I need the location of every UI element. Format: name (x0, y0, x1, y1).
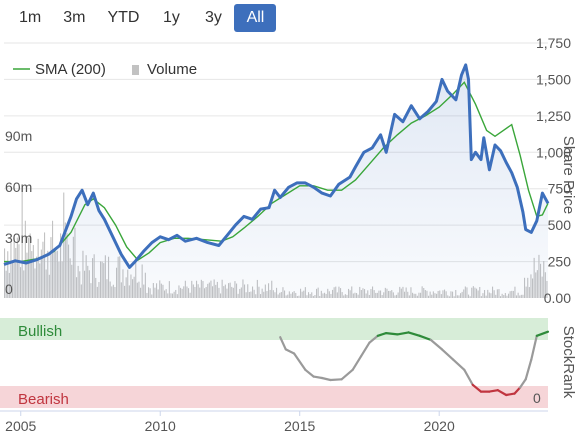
range-all-button[interactable]: All (234, 4, 277, 32)
stockrank-segment (312, 375, 324, 380)
volume-tick-label: 60m (5, 179, 32, 195)
stockrank-segment (535, 330, 550, 337)
bullish-band (0, 318, 548, 340)
stockrank-segment (284, 348, 296, 355)
stockrank-segment (360, 341, 371, 358)
stockrank-segment (304, 368, 315, 378)
stockrank-segment (463, 368, 474, 386)
legend-volume-label[interactable]: Volume (147, 61, 197, 78)
volume-tick-label: 90m (5, 128, 32, 144)
volume-bar (24, 220, 26, 298)
stockrank-segment (376, 332, 388, 337)
x-tick-label: 2005 (5, 418, 36, 434)
stockrank-zero-tick: 0 (533, 390, 541, 406)
x-tick-label: 2015 (284, 418, 315, 434)
stockrank-segment (396, 331, 410, 336)
stockrank-segment (293, 352, 307, 371)
legend-volume-swatch (132, 65, 139, 75)
stockrank-segment (471, 383, 483, 393)
stockrank-segment (452, 358, 466, 371)
stockrank-segment (351, 355, 363, 371)
stockrank-segment (524, 358, 533, 381)
range-ytd-button[interactable]: YTD (107, 9, 140, 26)
stockrank-segment (505, 392, 516, 397)
bullish-label: Bullish (18, 323, 62, 340)
stockrank-segment (385, 332, 399, 336)
range-3y-button[interactable]: 3y (205, 9, 222, 26)
stockrank-segment (429, 338, 444, 351)
stockrank-segment (518, 378, 527, 389)
price-tick-label: 1,500 (536, 71, 571, 87)
stockrank-segment (279, 336, 287, 351)
stockrank-segment (407, 331, 421, 337)
price-tick-label: 250 (548, 254, 572, 270)
stockrank-segment (440, 348, 455, 361)
price-line (3, 63, 550, 269)
price-tick-label: 1,000 (536, 144, 571, 160)
stockrank-segment (320, 376, 332, 382)
x-tick-label: 2020 (424, 418, 455, 434)
sma-line (4, 81, 549, 263)
volume-tick-label: 0 (5, 281, 13, 297)
legend: SMA (200) Volume (13, 61, 197, 78)
price-tick-label: 750 (548, 181, 572, 197)
stockrank-segment (340, 368, 354, 381)
bearish-label: Bearish (18, 391, 69, 408)
x-tick-label: 2010 (145, 418, 176, 434)
stockrank-segment (513, 386, 522, 395)
price-tick-label: 500 (548, 217, 572, 233)
price-area (4, 64, 548, 299)
stockrank-segment (329, 378, 343, 382)
legend-sma-label[interactable]: SMA (200) (35, 61, 106, 78)
stockrank-segment (368, 334, 379, 344)
volume-bar (21, 187, 23, 298)
stockrank-segment (496, 389, 508, 397)
price-tick-label: 1,250 (536, 108, 571, 124)
bearish-band (0, 386, 548, 408)
stockrank-segment (488, 389, 499, 393)
range-1m-button[interactable]: 1m (19, 9, 42, 26)
range-3m-button[interactable]: 3m (63, 9, 86, 26)
stockrank-axis-title: StockRank (560, 326, 576, 399)
volume-tick-label: 30m (5, 230, 32, 246)
stockrank-segment (418, 334, 432, 341)
share-price-axis-title: Share Price (560, 136, 576, 214)
stockrank-segment (530, 334, 538, 361)
range-1y-button[interactable]: 1y (163, 9, 180, 26)
price-tick-label: 1,750 (536, 35, 571, 51)
range-selector: 1m 3m YTD 1y 3y All (8, 4, 277, 34)
price-tick-label: 0.00 (544, 290, 571, 306)
